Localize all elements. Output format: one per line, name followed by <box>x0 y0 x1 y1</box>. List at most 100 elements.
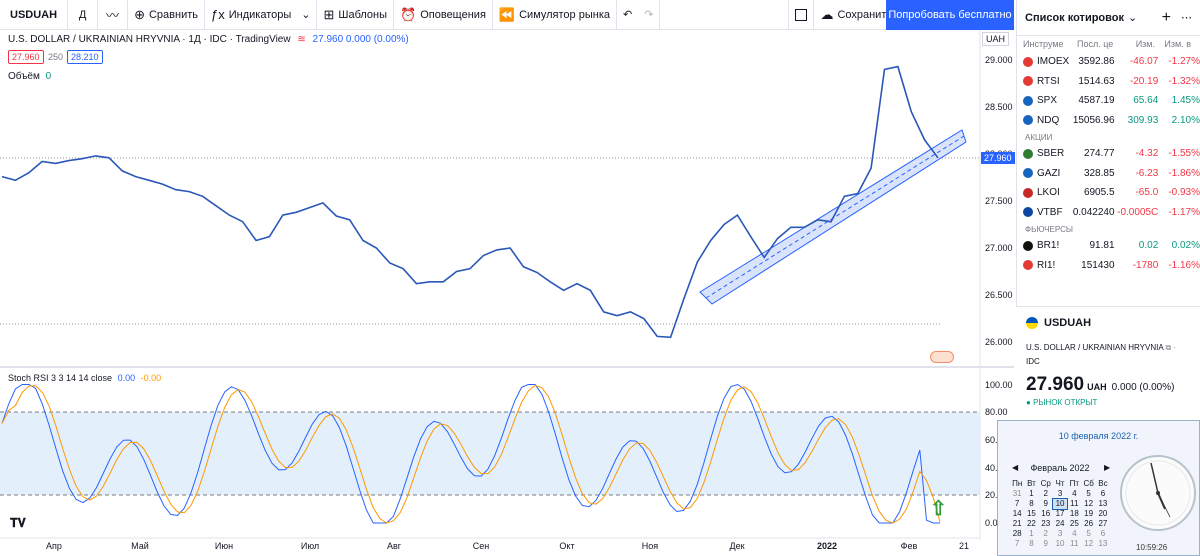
watchlist-row[interactable]: SBER 274.77 -4.32 -1.55% <box>1017 144 1200 164</box>
row-last: 3592.86 <box>1078 56 1115 68</box>
calendar-day[interactable]: 12 <box>1084 499 1094 508</box>
compare-button[interactable]: ⊕ Сравнить <box>128 0 205 30</box>
col-change-pct[interactable]: Изм. в <box>1164 39 1191 49</box>
calendar-day[interactable]: 16 <box>1041 509 1051 518</box>
calendar-date-title[interactable]: 10 февраля 2022 г. <box>1058 431 1139 441</box>
watchlist-row[interactable]: VTBF 0.042240 -0.0005C -1.17% <box>1017 203 1200 223</box>
next-month-icon[interactable]: ▶ <box>1104 463 1111 472</box>
calendar-day[interactable]: 9 <box>1043 499 1048 508</box>
calendar-day[interactable]: 15 <box>1026 509 1036 518</box>
weekday-label: Вс <box>1098 479 1108 488</box>
calendar-day[interactable]: 23 <box>1041 519 1051 528</box>
ask-pill[interactable]: 28.210 <box>67 50 103 64</box>
calendar-day[interactable]: 8 <box>1029 539 1034 548</box>
calendar-day[interactable]: 5 <box>1086 489 1091 498</box>
col-last[interactable]: Посл. це <box>1077 39 1114 49</box>
calendar-day[interactable]: 10 <box>1051 498 1069 510</box>
calendar-day[interactable]: 10 <box>1055 539 1065 548</box>
calendar-day[interactable]: 5 <box>1086 529 1091 538</box>
chevron-down-icon[interactable]: ⌄ <box>1127 12 1138 24</box>
chart-type-button[interactable]: 〰 <box>98 0 129 30</box>
calendar-day[interactable]: 26 <box>1084 519 1094 528</box>
watchlist-row[interactable]: NDQ 15056.96 309.93 2.10% <box>1017 111 1200 131</box>
col-change[interactable]: Изм. <box>1135 39 1155 49</box>
calendar-day[interactable]: 24 <box>1055 519 1065 528</box>
calendar-day[interactable]: 22 <box>1026 519 1036 528</box>
calendar-day[interactable]: 4 <box>1072 529 1077 538</box>
bid-pill[interactable]: 27.960 <box>8 50 44 64</box>
price-tick-label: 27.000 <box>985 243 1013 253</box>
calendar-day[interactable]: 4 <box>1072 489 1077 498</box>
calendar-day[interactable]: 18 <box>1069 509 1079 518</box>
calendar-day[interactable]: 14 <box>1012 509 1022 518</box>
try-free-button[interactable]: Попробовать бесплатно <box>886 0 1014 30</box>
replay-label: Симулятор рынка <box>519 8 610 21</box>
alerts-button[interactable]: ⏰ Оповещения <box>394 0 493 30</box>
calendar-day[interactable]: 27 <box>1098 519 1108 528</box>
interval-button[interactable]: Д <box>68 0 99 30</box>
alerts-label: Оповещения <box>420 8 486 21</box>
weekday-label: Пт <box>1069 479 1080 488</box>
watchlist-row[interactable]: IMOEX 3592.86 -46.07 -1.27% <box>1017 52 1200 72</box>
calendar-day[interactable]: 12 <box>1084 539 1094 548</box>
calendar-day[interactable]: 7 <box>1014 499 1020 508</box>
symbol-logo-icon <box>1023 56 1033 67</box>
calendar-day[interactable]: 2 <box>1043 489 1048 498</box>
calendar-day[interactable]: 1 <box>1029 529 1034 538</box>
calendar-day[interactable]: 25 <box>1069 519 1079 528</box>
calendar-day[interactable]: 19 <box>1084 509 1094 518</box>
fullscreen-layout-button[interactable] <box>788 0 815 30</box>
add-symbol-icon[interactable]: + <box>1161 8 1171 26</box>
weekday-label: Ср <box>1040 479 1051 488</box>
calendar-day[interactable]: 21 <box>1012 519 1022 528</box>
symbol-search[interactable]: USDUAH <box>0 0 69 30</box>
calendar-day[interactable]: 20 <box>1098 509 1108 518</box>
calendar-day[interactable]: 9 <box>1043 539 1048 548</box>
calendar-day[interactable]: 17 <box>1055 509 1065 518</box>
row-last: 151430 <box>1081 259 1115 271</box>
tradingview-logo-icon[interactable]: 𝐓𝐕 <box>10 516 26 530</box>
calendar-day[interactable]: 13 <box>1098 499 1108 508</box>
templates-button[interactable]: ⊞ Шаблоны <box>317 0 395 30</box>
indicators-button[interactable]: ƒx Индикаторы ⌄ <box>205 0 318 30</box>
calendar-month[interactable]: Февраль 2022 <box>1030 463 1090 473</box>
currency-button[interactable]: UAH <box>982 32 1010 46</box>
row-change: -65.0 <box>1135 187 1159 199</box>
weekday-label: Чт <box>1055 479 1065 488</box>
calendar-day[interactable]: 3 <box>1057 529 1063 538</box>
calendar-day[interactable]: 28 <box>1012 529 1022 538</box>
calendar-day[interactable]: 1 <box>1029 489 1034 498</box>
flags-badge-icon[interactable] <box>930 351 954 363</box>
watchlist-row[interactable]: GAZI 328.85 -6.23 -1.86% <box>1017 164 1200 184</box>
watchlist-row[interactable]: SPX 4587.19 65.64 1.45% <box>1017 91 1200 111</box>
calendar-day[interactable]: 11 <box>1070 539 1079 548</box>
col-symbol[interactable]: Инструме <box>1023 39 1064 49</box>
calendar-day[interactable]: 7 <box>1014 539 1020 548</box>
calendar-day[interactable]: 13 <box>1098 539 1108 548</box>
calendar-day[interactable]: 8 <box>1029 499 1034 508</box>
calendar-day[interactable]: 11 <box>1070 499 1079 508</box>
prev-month-icon[interactable]: ◀ <box>1012 463 1019 472</box>
calendar-day[interactable]: 2 <box>1043 529 1048 538</box>
calendar-day[interactable]: 31 <box>1012 489 1022 498</box>
rsi-d-value: -0.00 <box>140 373 162 383</box>
redo-button[interactable]: ↷ <box>638 0 661 30</box>
external-link-icon[interactable]: ⧉ · <box>1165 343 1177 352</box>
calendar-day[interactable]: 6 <box>1100 489 1106 498</box>
watchlist-title[interactable]: Список котировок <box>1025 11 1124 24</box>
price-tick-label: 26.000 <box>985 337 1013 347</box>
calendar-day[interactable]: 6 <box>1100 529 1106 538</box>
calendar-day[interactable]: 3 <box>1057 489 1063 498</box>
watchlist-row[interactable]: RTSI 1514.63 -20.19 -1.32% <box>1017 72 1200 92</box>
row-symbol: GAZI <box>1037 167 1061 179</box>
rsi-tick-label: 40.00 <box>985 463 1008 473</box>
watchlist-row[interactable]: BR1! 91.81 0.02 0.02% <box>1017 236 1200 256</box>
details-currency: UAH <box>1087 382 1107 392</box>
replay-button[interactable]: ⏪ Симулятор рынка <box>493 0 617 30</box>
watchlist-row[interactable]: LKOI 6905.5 -65.0 -0.93% <box>1017 183 1200 203</box>
watchlist-row[interactable]: RI1! 151430 -1780 -1.16% <box>1017 256 1200 276</box>
more-icon[interactable]: ⋯ <box>1181 12 1192 24</box>
price-chart[interactable] <box>0 30 1014 556</box>
line-chart-icon: 〰 <box>106 8 120 23</box>
undo-button[interactable]: ↶ <box>617 0 638 30</box>
